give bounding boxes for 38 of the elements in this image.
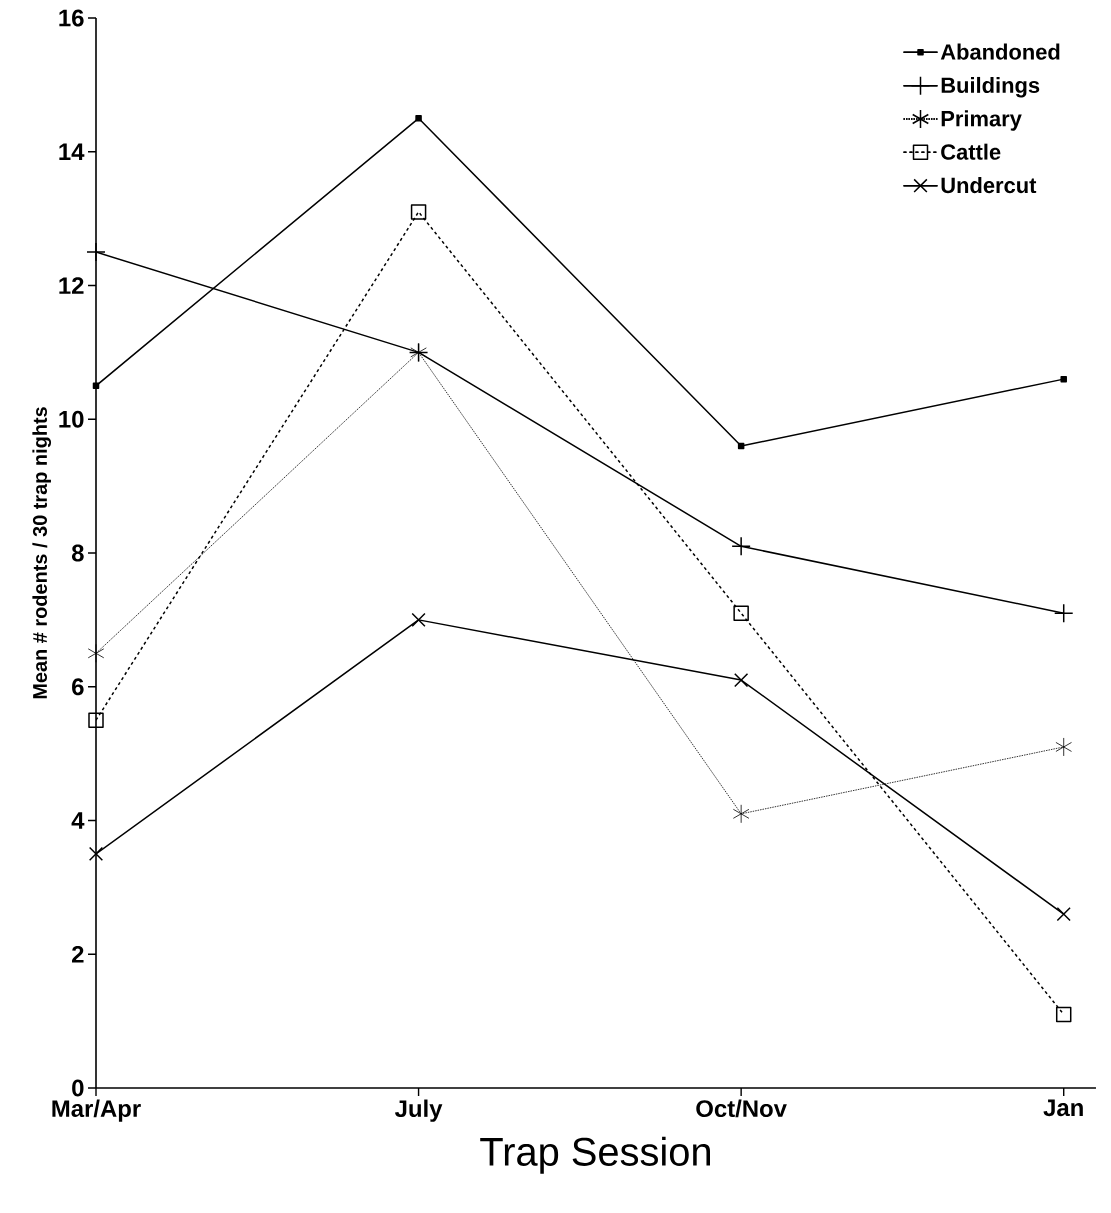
legend-label: Buildings <box>941 76 1040 98</box>
point <box>88 712 104 728</box>
y-tick-label: 14 <box>59 143 85 160</box>
point <box>411 612 426 627</box>
y-axis-title: Mean # rodents / 30 trap nights <box>32 407 52 699</box>
y-tick-label: 10 <box>59 410 84 428</box>
point <box>1055 1006 1072 1023</box>
legend-label: Primary <box>941 110 1022 131</box>
legend-label: Abandoned <box>940 43 1060 60</box>
point <box>86 242 106 262</box>
x-tick-label: July <box>395 1099 443 1122</box>
y-tick-label: 12 <box>59 277 84 294</box>
legend-label: Cattle <box>941 143 1001 160</box>
point <box>1055 737 1072 757</box>
point <box>1056 907 1071 922</box>
point <box>732 804 750 824</box>
y-tick-label: 6 <box>72 678 84 696</box>
y-tick-label: 16 <box>59 9 84 27</box>
point <box>1053 603 1074 623</box>
y-tick-label: 4 <box>71 812 85 829</box>
point <box>1060 375 1067 383</box>
point <box>731 536 751 557</box>
x-tick-label: Jan <box>1043 1099 1083 1117</box>
point <box>87 643 105 663</box>
x-tick-label: Oct/Nov <box>696 1099 787 1118</box>
x-axis-title: Trap Session <box>480 1136 710 1174</box>
point <box>88 846 104 862</box>
legend-label: Undercut <box>941 177 1037 194</box>
x-tick-label: Mar/Apr <box>52 1099 141 1122</box>
point <box>415 115 422 122</box>
point <box>410 204 427 220</box>
y-tick-label: 8 <box>71 544 84 562</box>
point <box>733 605 749 621</box>
y-tick-label: 2 <box>72 945 84 963</box>
point <box>92 382 100 390</box>
point <box>737 442 745 450</box>
point <box>734 672 749 688</box>
y-tick-label: 0 <box>72 1079 84 1097</box>
